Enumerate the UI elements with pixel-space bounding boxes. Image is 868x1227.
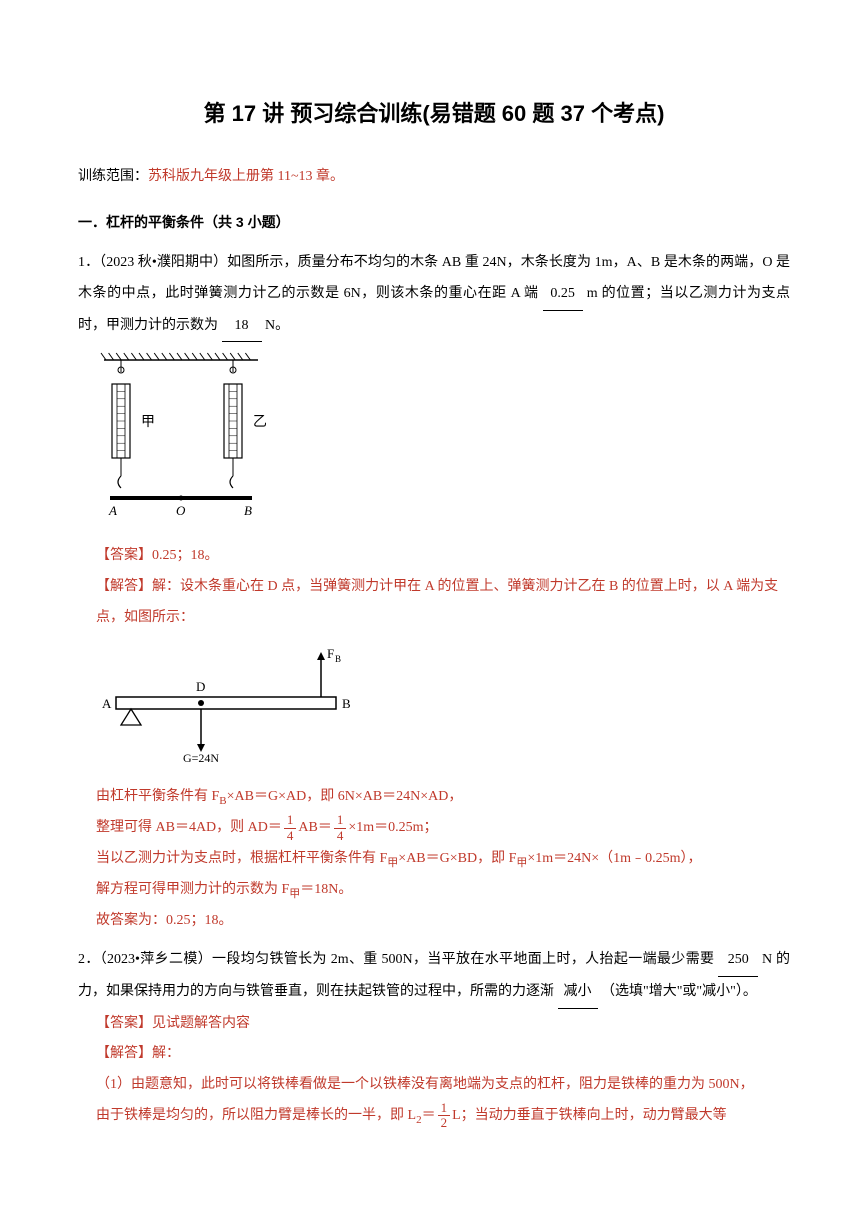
q2-sol-line-2: 由于铁棒是均匀的，所以阻力臂是棒长的一半，即 L 2＝12L；当动力垂直于铁棒向上… bbox=[78, 1101, 790, 1132]
scope-label: 训练范围： bbox=[78, 169, 148, 184]
fraction-1-2: 12 bbox=[438, 1101, 451, 1131]
q1-sol-4a: 当以乙测力计为支点时，根据杠杆平衡条件有 F bbox=[96, 851, 387, 866]
page-title: 第 17 讲 预习综合训练(易错题 60 题 37 个考点) bbox=[78, 90, 790, 138]
section-1-header: 一．杠杆的平衡条件（共 3 小题） bbox=[78, 207, 790, 238]
svg-text:B: B bbox=[335, 654, 341, 664]
sub-jia-2: 甲 bbox=[516, 857, 527, 869]
q1-sol-4b: ×AB＝G×BD，即 F bbox=[398, 851, 516, 866]
frac-num: 1 bbox=[438, 1101, 451, 1116]
q1-answer-value: 0.25；18。 bbox=[152, 548, 219, 563]
svg-text:B: B bbox=[244, 503, 252, 518]
fraction-1-4a: 14 bbox=[284, 813, 297, 843]
answer-label: 【答案】 bbox=[96, 548, 152, 563]
sub-jia-3: 甲 bbox=[289, 888, 300, 900]
frac-den: 2 bbox=[438, 1116, 451, 1130]
q1-sol-1: 解：设木条重心在 D 点，当弹簧测力计甲在 A 的位置上、弹簧测力计乙在 B 的… bbox=[96, 579, 778, 625]
svg-text:F: F bbox=[327, 646, 334, 661]
frac-num: 1 bbox=[334, 813, 347, 828]
svg-text:B: B bbox=[342, 696, 351, 711]
q2-body: 2．（2023•萍乡二模）一段均匀铁管长为 2m、重 500N，当平放在水平地面… bbox=[78, 945, 790, 1009]
q2-sol-head-text: 解： bbox=[152, 1046, 180, 1061]
q1-sol-5b: ＝18N。 bbox=[300, 882, 352, 897]
q1-figure-2: ABDG=24NFB bbox=[96, 642, 790, 775]
q1-blank-2: 18 bbox=[222, 311, 262, 343]
q1-sol-line-2: 由杠杆平衡条件有 FB×AB＝G×AD，即 6N×AB＝24N×AD， bbox=[78, 782, 790, 813]
question-1: 1．（2023 秋•濮阳期中）如图所示，质量分布不均匀的木条 AB 重 24N，… bbox=[78, 248, 790, 937]
q1-suffix: N。 bbox=[265, 318, 289, 333]
q1-solution-line-1: 【解答】解：设木条重心在 D 点，当弹簧测力计甲在 A 的位置上、弹簧测力计乙在… bbox=[78, 572, 790, 634]
q1-answer: 【答案】0.25；18。 bbox=[78, 541, 790, 572]
solution-label: 【解答】 bbox=[96, 579, 152, 594]
q1-body: 1．（2023 秋•濮阳期中）如图所示，质量分布不均匀的木条 AB 重 24N，… bbox=[78, 248, 790, 342]
svg-text:D: D bbox=[196, 679, 205, 694]
q1-sol-3c: ×1m＝0.25m； bbox=[348, 820, 437, 835]
q1-sol-2b: ×AB＝G×AD，即 6N×AB＝24N×AD， bbox=[227, 789, 463, 804]
solution-label: 【解答】 bbox=[96, 1046, 152, 1061]
frac-num: 1 bbox=[284, 813, 297, 828]
scope-line: 训练范围：苏科版九年级上册第 11~13 章。 bbox=[78, 162, 790, 193]
q2-sol-line-1: （1）由题意知，此时可以将铁棒看做是一个以铁棒没有离地端为支点的杠杆，阻力是铁棒… bbox=[78, 1070, 790, 1101]
q1-sol-line-4: 当以乙测力计为支点时，根据杠杆平衡条件有 F甲×AB＝G×BD，即 F甲×1m＝… bbox=[78, 844, 790, 875]
svg-text:G=24N: G=24N bbox=[183, 751, 219, 762]
svg-text:O: O bbox=[176, 503, 186, 518]
svg-text:A: A bbox=[108, 503, 117, 518]
fraction-1-4b: 14 bbox=[334, 813, 347, 843]
q2-blank-2: 减小 bbox=[558, 977, 598, 1009]
q1-blank-1: 0.25 bbox=[543, 279, 583, 311]
q2-answer-value: 见试题解答内容 bbox=[152, 1016, 250, 1031]
q2-sol-head: 【解答】解： bbox=[78, 1039, 790, 1070]
spring-scale-diagram: 甲 乙 A O B bbox=[96, 350, 266, 520]
q1-sol-4c: ×1m＝24N×（1m﹣0.25m）， bbox=[527, 851, 701, 866]
q1-sol-line-6: 故答案为：0.25；18。 bbox=[78, 906, 790, 937]
question-2: 2．（2023•萍乡二模）一段均匀铁管长为 2m、重 500N，当平放在水平地面… bbox=[78, 945, 790, 1132]
svg-text:甲: 甲 bbox=[141, 415, 155, 430]
scope-value: 苏科版九年级上册第 11~13 章。 bbox=[148, 169, 344, 184]
q2-sol-2a: 由于铁棒是均匀的，所以阻力臂是棒长的一半，即 L bbox=[96, 1108, 416, 1123]
q1-sol-line-5: 解方程可得甲测力计的示数为 F甲＝18N。 bbox=[78, 875, 790, 906]
lever-force-diagram: ABDG=24NFB bbox=[96, 642, 356, 762]
frac-den: 4 bbox=[334, 829, 347, 843]
frac-den: 4 bbox=[284, 829, 297, 843]
svg-text:A: A bbox=[102, 696, 112, 711]
q2-sol-2c: L；当动力垂直于铁棒向上时，动力臂最大等 bbox=[452, 1108, 727, 1123]
q1-sol-3b: AB＝ bbox=[298, 820, 331, 835]
answer-label: 【答案】 bbox=[96, 1016, 152, 1031]
svg-text:乙: 乙 bbox=[253, 414, 266, 430]
q2-sol-2b: ＝ bbox=[422, 1108, 436, 1123]
sub-b: B bbox=[219, 795, 226, 807]
q1-sol-line-3: 整理可得 AB＝4AD，则 AD＝14AB＝14×1m＝0.25m； bbox=[78, 813, 790, 844]
q2-suffix: （选填"增大"或"减小"）。 bbox=[601, 984, 757, 999]
q1-figure-1: 甲 乙 A O B bbox=[96, 350, 790, 533]
q2-answer: 【答案】见试题解答内容 bbox=[78, 1009, 790, 1040]
q1-sol-5a: 解方程可得甲测力计的示数为 F bbox=[96, 882, 289, 897]
q1-sol-3a: 整理可得 AB＝4AD，则 AD＝ bbox=[96, 820, 282, 835]
q1-sol-2a: 由杠杆平衡条件有 F bbox=[96, 789, 219, 804]
sub-jia-1: 甲 bbox=[387, 857, 398, 869]
q2-blank-1: 250 bbox=[718, 945, 758, 977]
q2-prefix: 2．（2023•萍乡二模）一段均匀铁管长为 2m、重 500N，当平放在水平地面… bbox=[78, 952, 714, 967]
